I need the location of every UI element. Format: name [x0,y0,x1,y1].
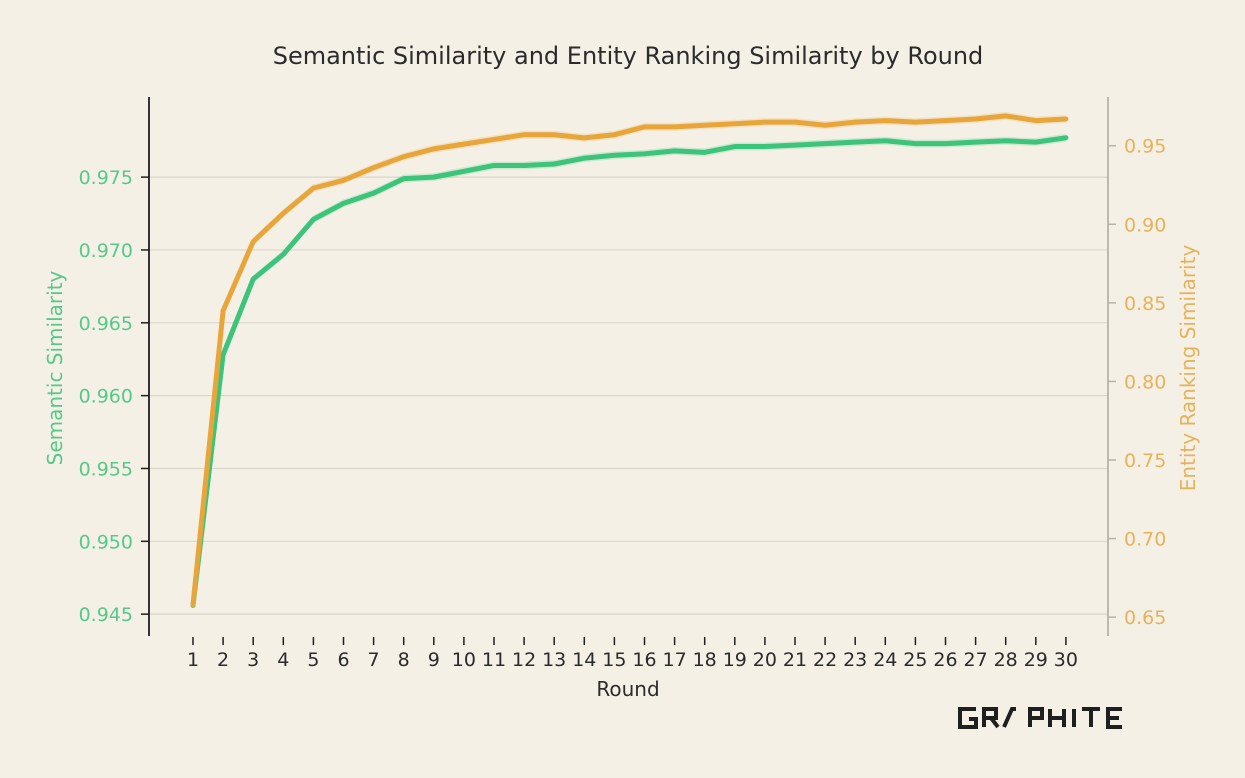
x-tick-label: 14 [572,649,596,671]
x-tick-label: 28 [994,649,1018,671]
x-tick-label: 11 [482,649,506,671]
left-tick-label: 0.965 [79,313,133,335]
axes [148,97,1109,636]
x-tick-label: 12 [512,649,536,671]
x-tick-label: 25 [903,649,927,671]
grid-lines [149,176,1108,615]
x-tick-label: 23 [843,649,867,671]
x-tick-label: 9 [428,649,440,671]
x-tick-label: 2 [217,649,229,671]
left-tick-label: 0.950 [79,531,133,553]
left-tick-label: 0.970 [79,240,133,262]
right-tick-label: 0.80 [1124,371,1166,393]
x-tick-label: 8 [398,649,410,671]
right-tick-label: 0.85 [1124,293,1166,315]
x-tick-label: 15 [602,649,626,671]
x-tick-label: 16 [632,649,656,671]
x-tick-label: 6 [337,649,349,671]
x-tick-label: 13 [542,649,566,671]
tick-labels: 0.9450.9500.9550.9600.9650.9700.9750.650… [79,136,1167,671]
x-tick-label: 7 [368,649,380,671]
x-tick-label: 21 [783,649,807,671]
x-tick-label: 10 [452,649,476,671]
x-tick-label: 27 [964,649,988,671]
x-tick-label: 26 [933,649,957,671]
x-tick-label: 19 [723,649,747,671]
x-tick-label: 24 [873,649,897,671]
series-layer [190,111,1069,610]
x-tick-label: 22 [813,649,837,671]
left-tick-label: 0.975 [79,167,133,189]
right-tick-label: 0.65 [1124,607,1166,629]
x-tick-label: 5 [307,649,319,671]
series-right-line [190,113,1069,608]
right-tick-label: 0.95 [1124,136,1166,158]
x-tick-label: 17 [663,649,687,671]
x-tick-label: 29 [1024,649,1048,671]
right-tick-label: 0.90 [1124,214,1166,236]
series-left-line [190,135,1069,608]
x-tick-label: 1 [187,649,199,671]
x-tick-label: 18 [693,649,717,671]
left-tick-label: 0.945 [79,604,133,626]
left-tick-label: 0.960 [79,386,133,408]
right-tick-label: 0.75 [1124,450,1166,472]
left-tick-label: 0.955 [79,458,133,480]
x-tick-label: 4 [277,649,289,671]
x-axis-label: Round [596,677,659,701]
x-tick-label: 3 [247,649,259,671]
x-tick-label: 30 [1054,649,1078,671]
left-axis-label: Semantic Similarity [43,270,67,465]
right-axis-label: Entity Ranking Similarity [1176,245,1200,492]
chart-title: Semantic Similarity and Entity Ranking S… [273,42,984,70]
graphite-logo [958,707,1122,729]
right-tick-label: 0.70 [1124,529,1166,551]
x-tick-label: 20 [753,649,777,671]
